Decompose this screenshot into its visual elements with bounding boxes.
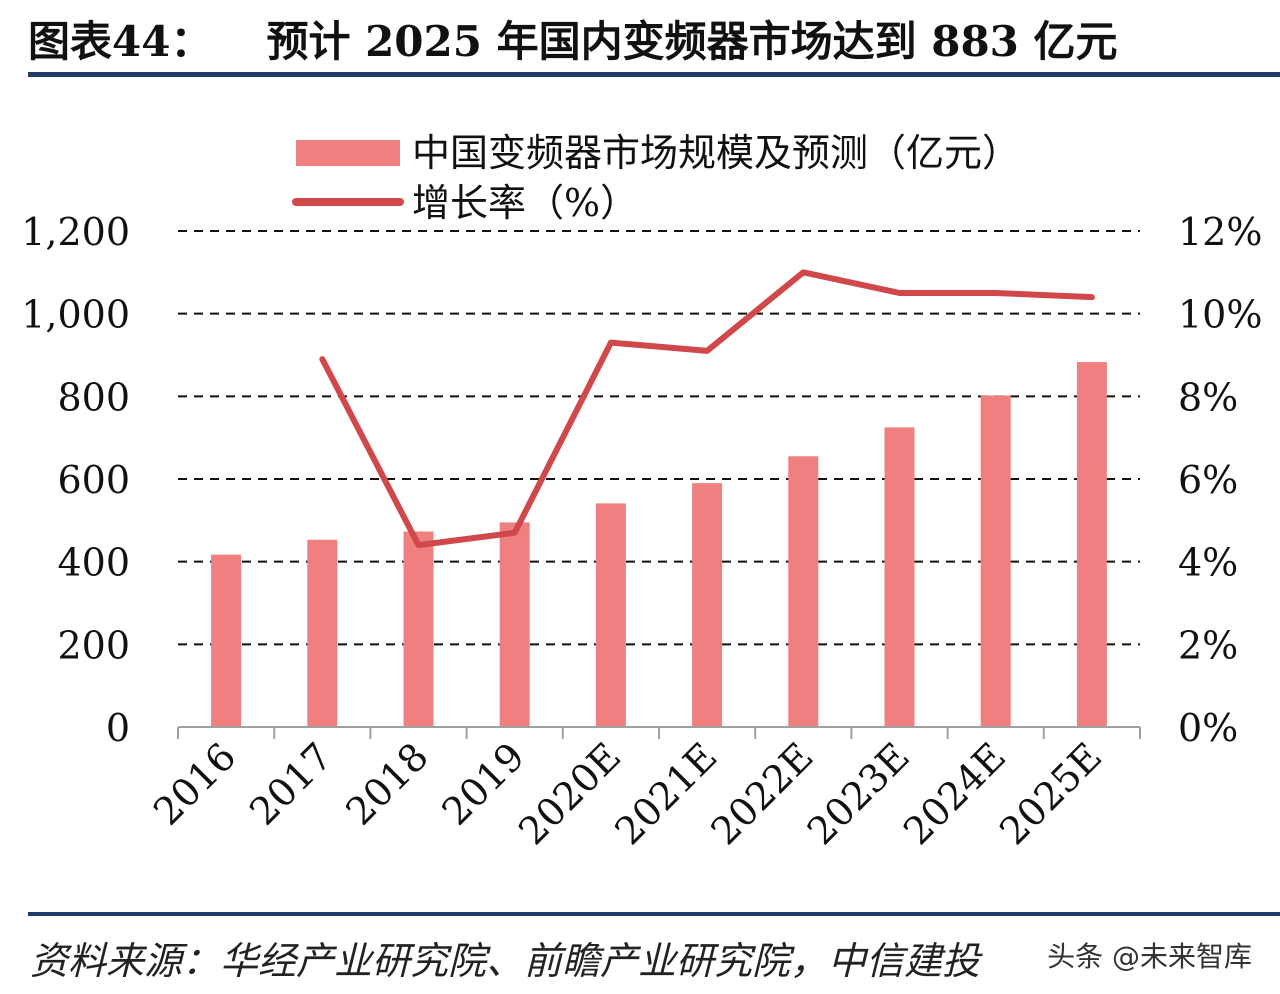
y-right-tick-label: 8% bbox=[1178, 375, 1238, 419]
gridlines bbox=[178, 230, 1140, 646]
growth-rate-point bbox=[706, 350, 708, 352]
bar bbox=[211, 554, 242, 727]
y-right-tick-label: 2% bbox=[1178, 623, 1238, 667]
y-left-tick-label: 1,000 bbox=[21, 293, 130, 337]
line-series bbox=[319, 269, 1095, 549]
growth-rate-point bbox=[995, 292, 997, 294]
bar-series bbox=[211, 362, 1107, 727]
y-left-tick-label: 600 bbox=[57, 458, 130, 502]
y-left-tick-label: 0 bbox=[106, 706, 130, 750]
y-right-tick-label: 6% bbox=[1178, 458, 1238, 502]
y-left-tick-label: 200 bbox=[57, 623, 130, 667]
x-tick-label: 2016 bbox=[145, 734, 245, 834]
bar bbox=[980, 395, 1011, 727]
growth-rate-point bbox=[1091, 296, 1093, 298]
y-right-tick-label: 10% bbox=[1178, 293, 1262, 337]
bar bbox=[1076, 362, 1107, 727]
x-tick-label: 2022E bbox=[703, 734, 822, 853]
watermark: 头条 @未来智库 bbox=[1047, 940, 1252, 973]
growth-rate-point bbox=[418, 544, 419, 546]
footer-rule bbox=[28, 912, 1280, 916]
x-tick-label: 2017 bbox=[241, 734, 341, 834]
growth-rate-point bbox=[802, 271, 804, 273]
x-tick-label: 2021E bbox=[606, 734, 725, 853]
figure-title: 图表44： 预计 2025 年国内变频器市场达到 883 亿元 bbox=[28, 8, 1118, 69]
bar bbox=[307, 539, 338, 727]
y-left-tick-label: 400 bbox=[57, 541, 130, 585]
growth-rate-point bbox=[321, 358, 323, 360]
x-tick-label: 2024E bbox=[895, 734, 1014, 853]
legend-label-bar: 中国变频器市场规模及预测（亿元） bbox=[412, 131, 1020, 175]
bar bbox=[788, 456, 819, 727]
title-rule bbox=[28, 72, 1280, 77]
bar bbox=[692, 483, 723, 727]
y-left-tick-label: 1,200 bbox=[21, 210, 130, 254]
figure-title-text: 预计 2025 年国内变频器市场达到 883 亿元 bbox=[266, 17, 1118, 66]
legend: 中国变频器市场规模及预测（亿元） 增长率（%） bbox=[292, 131, 1020, 225]
axes: 0 0% 200 2% 400 4% 600 6% 800 8% 1,000 10% 1,200 12% 2… bbox=[21, 210, 1262, 853]
y-right-tick-label: 0% bbox=[1178, 706, 1238, 750]
growth-rate-point bbox=[610, 342, 612, 344]
x-tick-label: 2018 bbox=[337, 734, 437, 834]
growth-rate-point bbox=[899, 292, 900, 294]
y-right-tick-label: 4% bbox=[1178, 541, 1238, 585]
bar bbox=[403, 531, 434, 727]
y-right-tick-label: 12% bbox=[1178, 210, 1262, 254]
y-left-tick-label: 800 bbox=[57, 375, 130, 419]
legend-label-line: 增长率（%） bbox=[412, 181, 638, 225]
x-tick-label: 2025E bbox=[991, 734, 1110, 853]
growth-rate-point bbox=[514, 532, 516, 534]
x-tick-label: 2023E bbox=[799, 734, 918, 853]
figure-number: 图表44： bbox=[28, 17, 213, 66]
bar bbox=[499, 522, 530, 727]
legend-swatch-bar bbox=[296, 140, 400, 166]
source-note: 资料来源：华经产业研究院、前瞻产业研究院，中信建投 bbox=[30, 939, 981, 983]
bar bbox=[884, 427, 915, 727]
x-tick-label: 2020E bbox=[510, 734, 629, 853]
bar bbox=[595, 503, 626, 727]
